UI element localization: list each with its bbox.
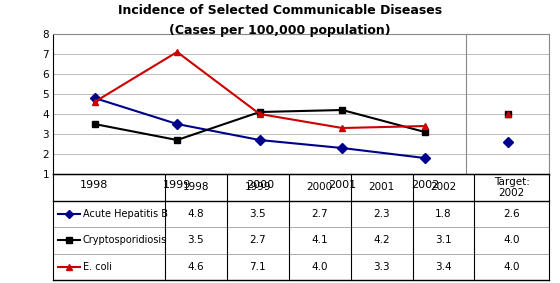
Text: Target:
2002: Target: 2002 (494, 177, 530, 198)
Text: 4.2: 4.2 (373, 235, 390, 245)
Text: 4.0: 4.0 (311, 262, 328, 272)
Text: Incidence of Selected Communicable Diseases: Incidence of Selected Communicable Disea… (118, 4, 442, 17)
Text: 1998: 1998 (183, 182, 209, 192)
Text: 4.8: 4.8 (188, 209, 204, 219)
Text: 3.5: 3.5 (188, 235, 204, 245)
Text: 3.5: 3.5 (249, 209, 266, 219)
Text: 1999: 1999 (244, 182, 271, 192)
Text: 3.3: 3.3 (373, 262, 390, 272)
Text: Cryptosporidiosis: Cryptosporidiosis (83, 235, 167, 245)
Text: 4.0: 4.0 (503, 235, 520, 245)
Text: Acute Hepatitis B: Acute Hepatitis B (83, 209, 168, 219)
Text: 4.1: 4.1 (311, 235, 328, 245)
Text: E. coli: E. coli (83, 262, 112, 272)
Text: 2.3: 2.3 (373, 209, 390, 219)
Text: 1.8: 1.8 (435, 209, 452, 219)
Text: 4.6: 4.6 (188, 262, 204, 272)
Text: 2.7: 2.7 (249, 235, 266, 245)
Text: 2000: 2000 (306, 182, 333, 192)
Text: 4.0: 4.0 (503, 262, 520, 272)
Text: 2.6: 2.6 (503, 209, 520, 219)
Text: 3.1: 3.1 (435, 235, 452, 245)
Text: 7.1: 7.1 (249, 262, 266, 272)
Text: 3.4: 3.4 (435, 262, 452, 272)
Text: 2001: 2001 (368, 182, 395, 192)
Text: 2.7: 2.7 (311, 209, 328, 219)
Text: 2002: 2002 (430, 182, 456, 192)
Text: (Cases per 100,000 population): (Cases per 100,000 population) (169, 24, 391, 37)
